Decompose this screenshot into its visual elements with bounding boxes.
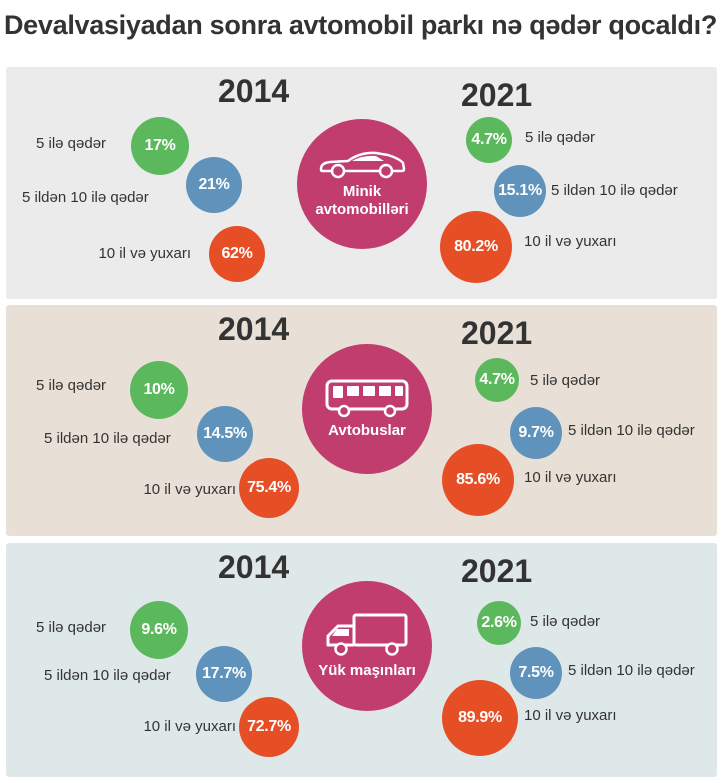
category-buses: Avtobuslar bbox=[302, 344, 432, 474]
page-title: Devalvasiyadan sonra avtomobil parkı nə … bbox=[3, 10, 718, 40]
label-2014-5to10: 5 ildən 10 ilə qədər bbox=[44, 667, 171, 684]
section-trucks: 2014 2021 5 ilə qədər 5 ildən 10 ilə qəd… bbox=[6, 543, 717, 777]
year-2021-label: 2021 bbox=[461, 315, 533, 351]
label-2014-under5: 5 ilə qədər bbox=[36, 135, 107, 152]
bubble-2021-under5: 4.7% bbox=[466, 117, 512, 163]
bus-icon bbox=[325, 379, 409, 418]
year-2021-label: 2021 bbox=[461, 77, 533, 113]
bubble-2021-over10: 80.2% bbox=[440, 211, 512, 283]
label-2014-under5: 5 ilə qədər bbox=[36, 377, 107, 394]
bubble-2014-over10: 62% bbox=[209, 226, 265, 282]
bubble-2014-under5: 10% bbox=[130, 361, 188, 419]
bubble-2021-5to10: 7.5% bbox=[510, 647, 562, 699]
label-2014-over10: 10 il və yuxarı bbox=[143, 481, 236, 498]
label-2021-5to10: 5 ildən 10 ilə qədər bbox=[568, 422, 695, 439]
bubble-2014-5to10: 17.7% bbox=[196, 646, 252, 702]
bubble-2014-5to10: 21% bbox=[186, 157, 242, 213]
label-2021-over10: 10 il və yuxarı bbox=[524, 233, 617, 250]
year-2014-label: 2014 bbox=[218, 311, 290, 347]
label-2014-over10: 10 il və yuxarı bbox=[98, 245, 191, 262]
label-2021-5to10: 5 ildən 10 ilə qədər bbox=[551, 182, 678, 199]
bubble-2014-over10: 72.7% bbox=[239, 697, 299, 757]
label-2014-5to10: 5 ildən 10 ilə qədər bbox=[44, 430, 171, 447]
year-2014-label: 2014 bbox=[218, 73, 290, 109]
bubble-2021-under5: 4.7% bbox=[475, 358, 519, 402]
bubble-2014-under5: 9.6% bbox=[130, 601, 188, 659]
year-2014-label: 2014 bbox=[218, 549, 290, 585]
bubble-2021-5to10: 15.1% bbox=[494, 165, 546, 217]
label-2014-5to10: 5 ildən 10 ilə qədər bbox=[22, 189, 149, 206]
bubble-2021-over10: 85.6% bbox=[442, 444, 514, 516]
label-2014-under5: 5 ilə qədər bbox=[36, 619, 107, 636]
section-buses: 2014 2021 5 ilə qədər 5 ildən 10 ilə qəd… bbox=[6, 305, 717, 536]
label-2021-under5: 5 ilə qədər bbox=[525, 129, 596, 146]
label-2021-under5: 5 ilə qədər bbox=[530, 372, 601, 389]
bubble-2014-over10: 75.4% bbox=[239, 458, 299, 518]
label-2021-under5: 5 ilə qədər bbox=[530, 613, 601, 630]
bubble-2014-5to10: 14.5% bbox=[197, 406, 253, 462]
label-2014-over10: 10 il və yuxarı bbox=[143, 718, 236, 735]
bubble-2021-over10: 89.9% bbox=[442, 680, 518, 756]
category-cars: Minik avtomobilləri bbox=[297, 119, 427, 249]
label-2021-5to10: 5 ildən 10 ilə qədər bbox=[568, 662, 695, 679]
truck-icon bbox=[326, 613, 408, 656]
category-name-line-2: avtomobilləri bbox=[315, 201, 409, 218]
car-icon bbox=[319, 151, 406, 179]
category-name-line-1: Yük maşınları bbox=[318, 662, 416, 679]
category-name-line-1: Avtobuslar bbox=[328, 422, 406, 439]
label-2021-over10: 10 il və yuxarı bbox=[524, 707, 617, 724]
bubble-2014-under5: 17% bbox=[131, 117, 189, 175]
year-2021-label: 2021 bbox=[461, 553, 533, 589]
category-name-line-1: Minik bbox=[342, 183, 382, 200]
bubble-2021-5to10: 9.7% bbox=[510, 407, 562, 459]
category-trucks: Yük maşınları bbox=[302, 581, 432, 711]
label-2021-over10: 10 il və yuxarı bbox=[524, 469, 617, 486]
bubble-2021-under5: 2.6% bbox=[477, 601, 521, 645]
section-cars: 2014 2021 5 ilə qədər 5 ildən 10 ilə qəd… bbox=[6, 67, 717, 299]
